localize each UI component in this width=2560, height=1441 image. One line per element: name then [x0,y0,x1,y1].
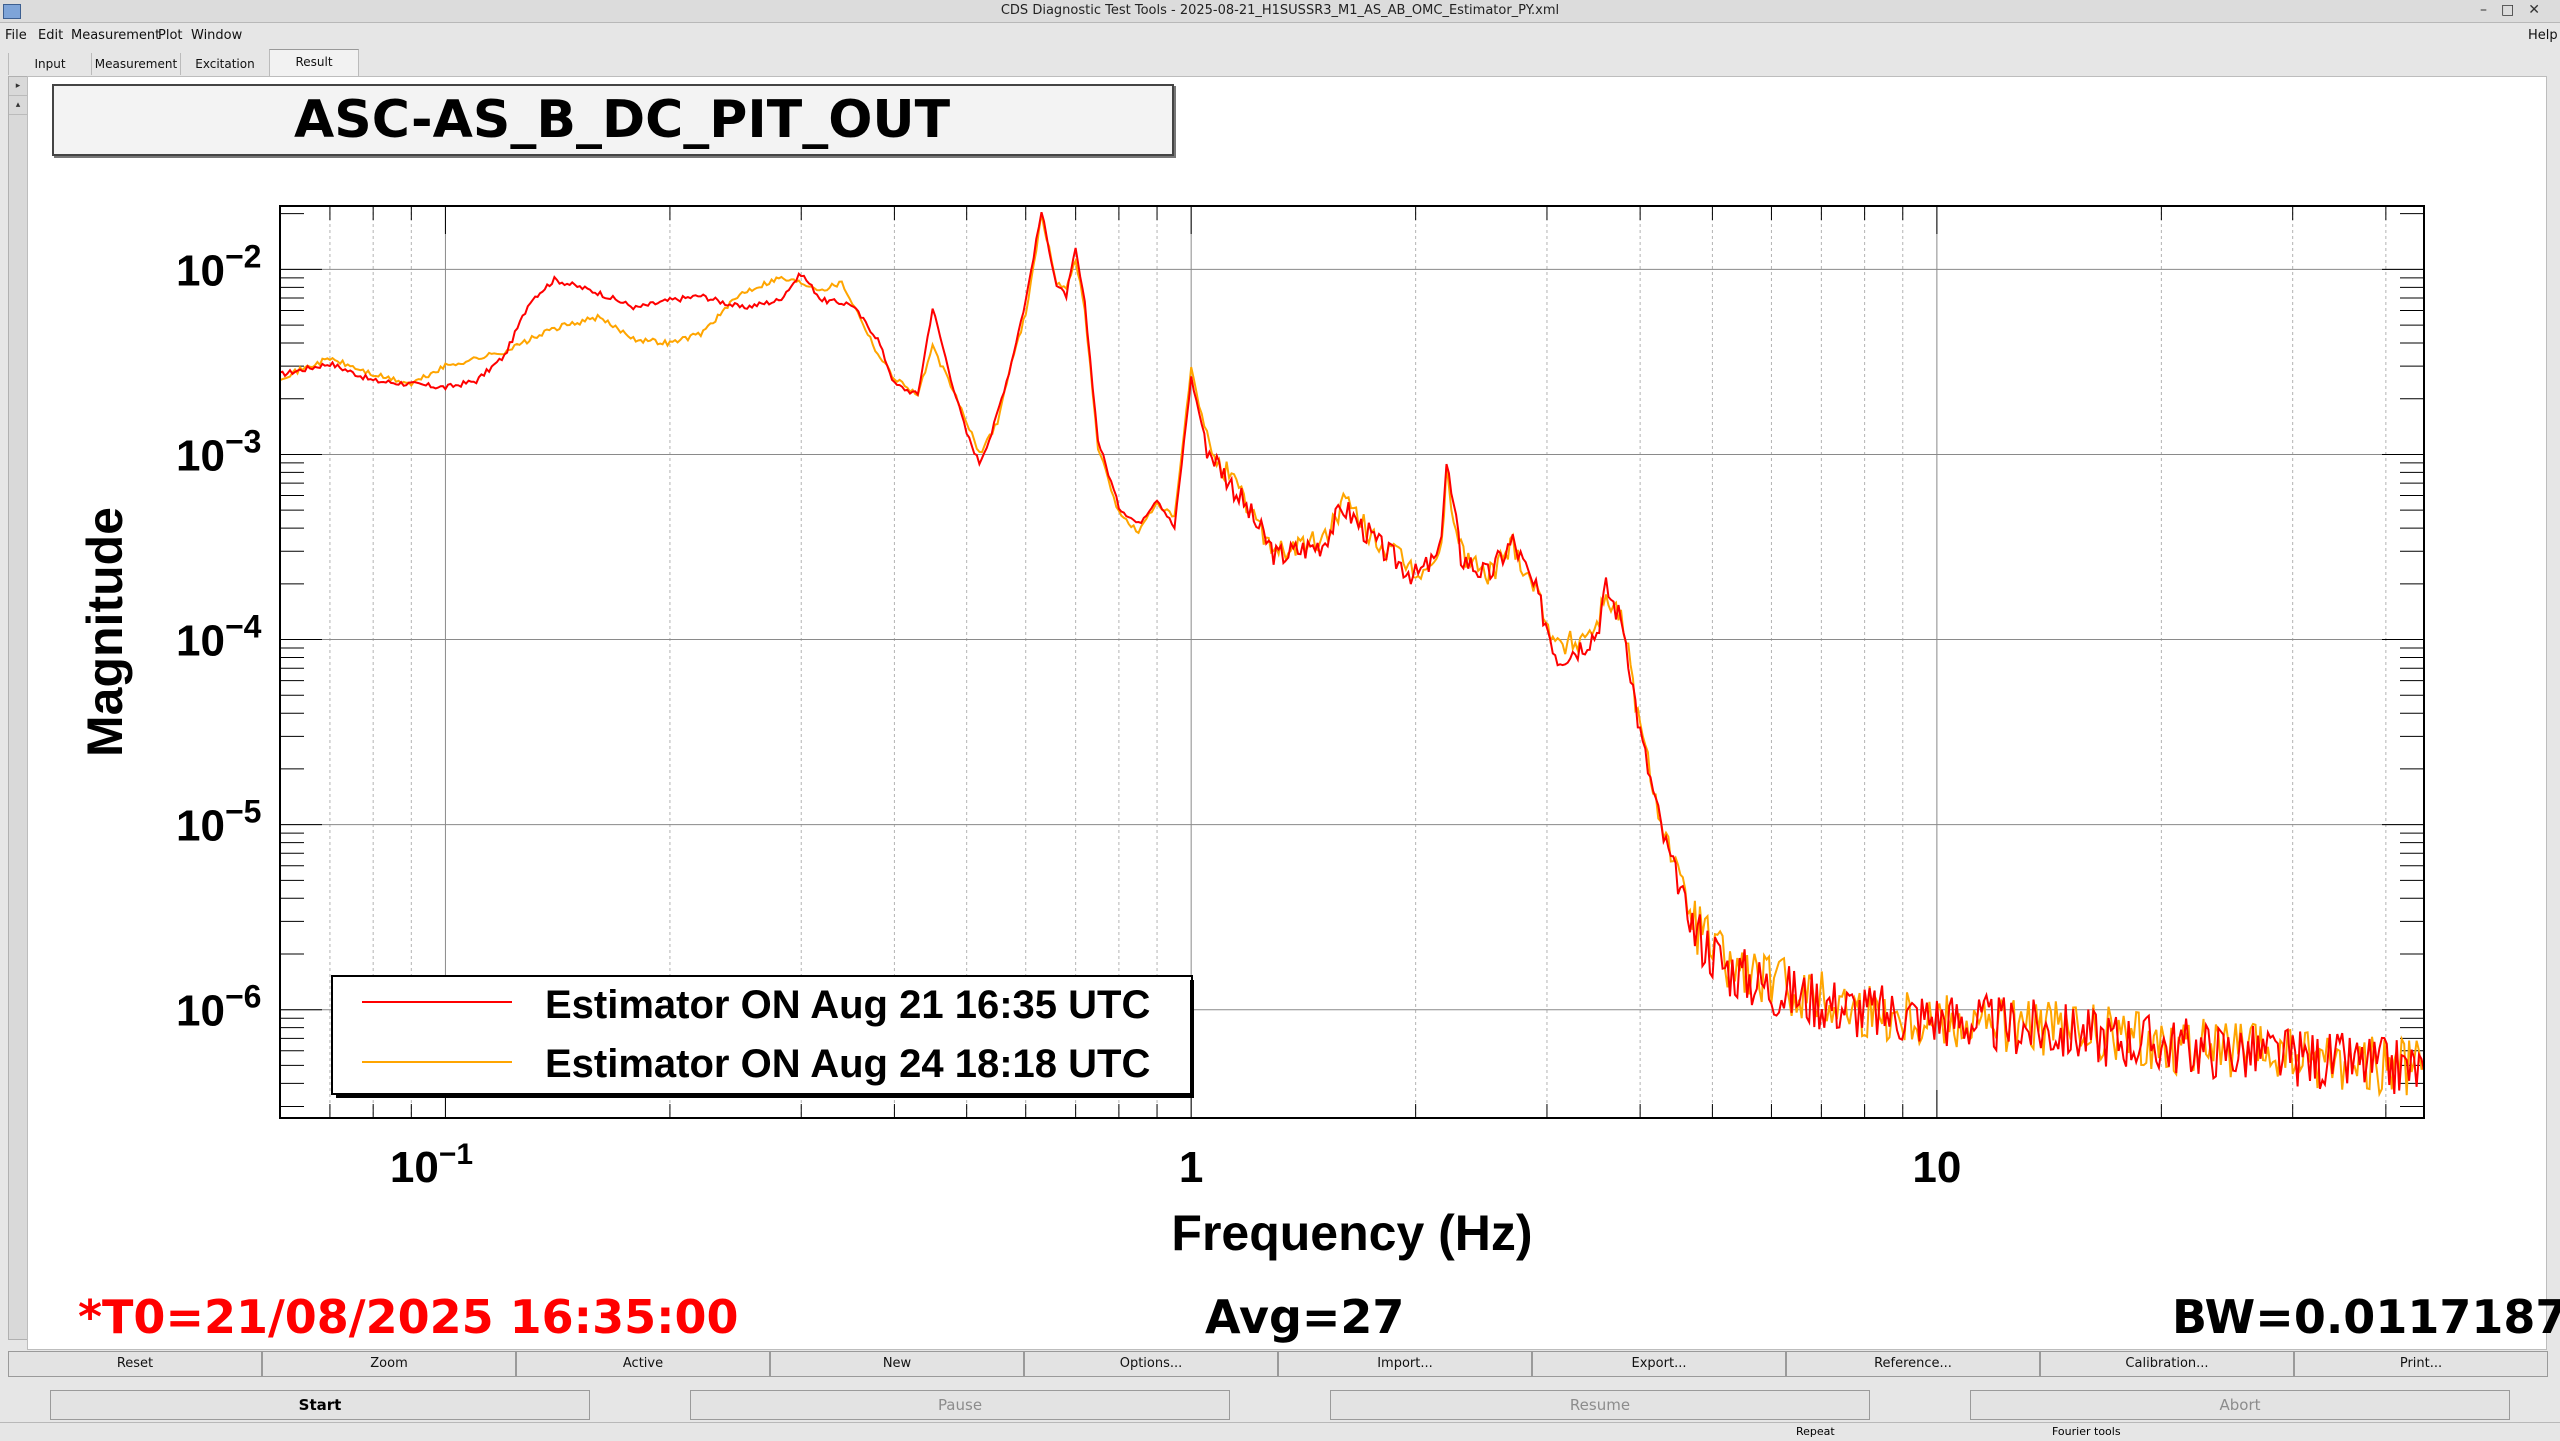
zoom-button[interactable]: Zoom [262,1351,516,1377]
app-icon [3,4,21,19]
y-tick-label: 10−4 [176,609,262,666]
abort-button[interactable]: Abort [1970,1390,2510,1420]
window-title: CDS Diagnostic Test Tools - 2025-08-21_H… [1000,3,1560,18]
grid-lines [279,206,2424,1118]
export-button[interactable]: Export... [1532,1351,1786,1377]
resume-button[interactable]: Resume [1330,1390,1870,1420]
start-button[interactable]: Start [50,1390,590,1420]
plot-button-bar: Reset Zoom Active New Options... Import.… [8,1351,2556,1377]
legend[interactable]: Estimator ON Aug 21 16:35 UTC Estimator … [331,975,1194,1098]
menu-file[interactable]: File [5,28,27,43]
window-controls[interactable]: –□✕ [2480,2,2554,18]
print-button[interactable]: Print... [2294,1351,2548,1377]
tab-result[interactable]: Result [269,49,359,76]
menu-bar: File Edit Measurement Plot Window Help [0,23,2560,47]
series-line-estimator-aug21 [279,211,2425,1094]
reference-button[interactable]: Reference... [1786,1351,2040,1377]
legend-label-estimator-aug21: Estimator ON Aug 21 16:35 UTC [545,983,1150,1027]
y-tick-labels: 10−2 10−3 10−4 10−5 10−6 [176,238,262,1035]
series-line-estimator-aug24 [279,213,2425,1098]
y-tick-label: 10−3 [176,423,261,480]
import-button[interactable]: Import... [1278,1351,1532,1377]
status-fourier-tools: Fourier tools [2052,1425,2121,1438]
scroll-down-icon[interactable]: ▴ [9,96,27,115]
x-tick-labels: 10−1 1 10 [390,1138,1962,1192]
menu-window[interactable]: Window [191,28,243,43]
legend-label-estimator-aug24: Estimator ON Aug 24 18:18 UTC [545,1042,1150,1086]
active-button[interactable]: Active [516,1351,770,1377]
measurement-control-bar: Start Pause Resume Abort [0,1390,2560,1420]
y-axis-label: Magnitude [77,507,133,757]
new-button[interactable]: New [770,1351,1024,1377]
plot-title-box: ASC-AS_B_DC_PIT_OUT [52,84,1174,156]
tab-excitation[interactable]: Excitation [180,53,270,75]
legend-box [331,975,1193,1095]
menu-edit[interactable]: Edit [38,28,64,43]
plot-title: ASC-AS_B_DC_PIT_OUT [294,90,951,150]
menu-measurement[interactable]: Measurement [71,28,161,43]
x-tick-label: 1 [1179,1143,1203,1192]
reset-button[interactable]: Reset [8,1351,262,1377]
x-tick-label: 10 [1912,1143,1961,1192]
x-tick-label: 10−1 [390,1138,473,1192]
pause-button[interactable]: Pause [690,1390,1230,1420]
y-tick-label: 10−6 [176,979,261,1036]
x-axis-label: Frequency (Hz) [1171,1205,1532,1261]
tab-bar: Input Measurement Excitation Result [0,49,2560,76]
window-titlebar: CDS Diagnostic Test Tools - 2025-08-21_H… [0,0,2560,23]
axis-ticks [279,206,2424,1118]
options-button[interactable]: Options... [1024,1351,1278,1377]
bw-label: BW=0.0117187 [2172,1290,2560,1344]
series-group [279,211,2425,1098]
avg-label: Avg=27 [1205,1290,1405,1344]
y-tick-label: 10−2 [176,238,261,295]
scroll-up-icon[interactable]: ▸ [9,77,27,96]
status-repeat: Repeat [1796,1425,1835,1438]
tab-measurement[interactable]: Measurement [91,53,181,75]
t0-label: *T0=21/08/2025 16:35:00 [78,1290,739,1344]
menu-plot[interactable]: Plot [158,28,183,43]
calibration-button[interactable]: Calibration... [2040,1351,2294,1377]
menu-help[interactable]: Help [2528,28,2558,43]
plot-frame [279,205,2425,1119]
plot-canvas[interactable] [27,76,2547,1350]
status-bar: Repeat Fourier tools [0,1422,2560,1441]
y-tick-label: 10−5 [176,794,261,851]
